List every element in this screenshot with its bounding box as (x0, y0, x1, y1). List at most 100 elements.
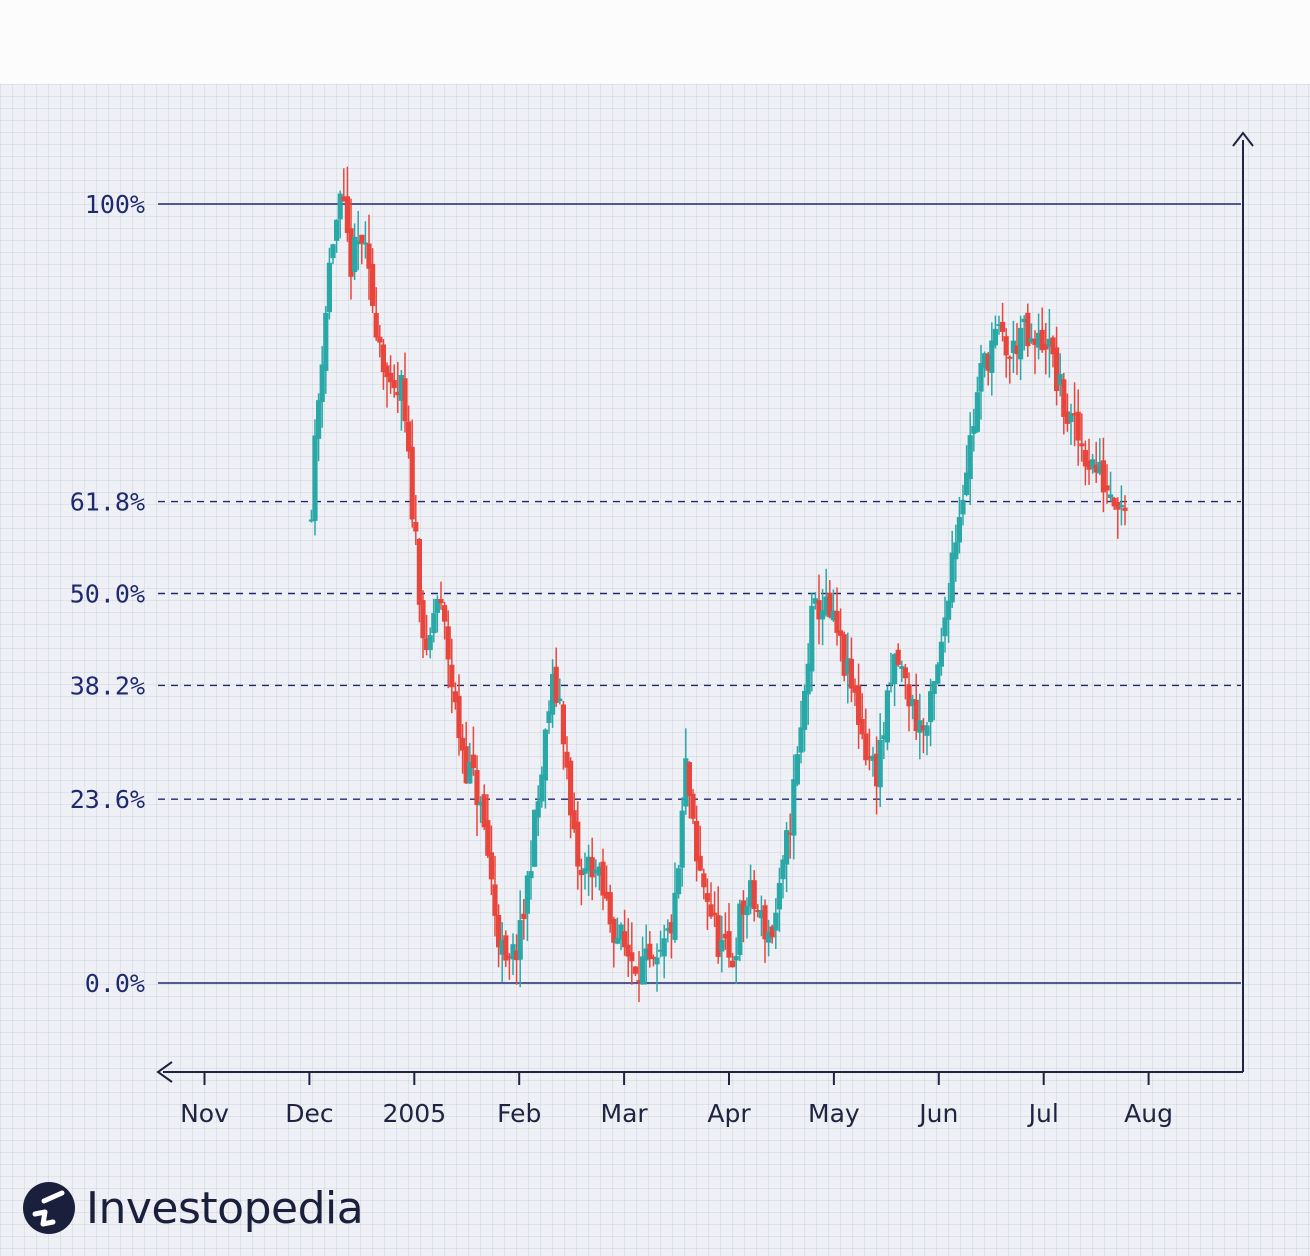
top-band (0, 0, 1310, 84)
candle-body (546, 711, 552, 723)
candle-down (701, 868, 707, 900)
candle-body (319, 364, 325, 403)
candle-body (1111, 497, 1117, 507)
candle-body (1090, 459, 1096, 469)
candle-down (438, 581, 444, 610)
candle-body (337, 193, 343, 220)
candle-down (384, 362, 390, 408)
candle-down (690, 789, 696, 825)
candle-body (852, 685, 858, 693)
candle-down (600, 848, 606, 911)
candle-body (1014, 345, 1020, 355)
candle-down (604, 865, 610, 901)
candle-body (517, 920, 523, 960)
candle-up (467, 742, 473, 784)
candle-body (1057, 373, 1063, 386)
candle-body (1043, 343, 1049, 350)
candle-body (474, 770, 480, 805)
candle-up (1028, 323, 1034, 344)
candle-body (985, 354, 991, 371)
candle-down (1122, 495, 1128, 526)
candle-down (1086, 438, 1092, 485)
candle-body (996, 324, 1002, 327)
candle-body (866, 756, 872, 759)
candle-down (406, 405, 412, 459)
candle-up (737, 899, 743, 962)
candle-down (388, 355, 394, 394)
candle-up (798, 700, 804, 764)
candle-body (661, 938, 667, 957)
candle-body (830, 610, 836, 621)
candle-down (1000, 302, 1006, 342)
candle-body (722, 933, 728, 939)
candle-body (895, 649, 901, 665)
candle-body (618, 924, 624, 940)
candle-body (496, 915, 502, 948)
candle-up (308, 509, 314, 523)
candle-body (460, 737, 466, 751)
candle-up (528, 840, 534, 900)
candle-down (715, 886, 721, 964)
candle-down (1093, 441, 1099, 483)
candle-body (989, 340, 995, 373)
candle-up (982, 351, 988, 378)
candle-body (506, 956, 512, 959)
candle-up (546, 700, 552, 734)
candle-body (823, 596, 829, 615)
candle-down (452, 682, 458, 710)
candle-body (708, 904, 714, 917)
candle-down (402, 352, 408, 433)
candle-body (704, 893, 710, 902)
candle-up (352, 223, 358, 281)
candle-up (1010, 320, 1016, 374)
candle-body (888, 682, 894, 685)
candle-down (1082, 440, 1088, 486)
candle-down (485, 794, 491, 859)
candle-body (391, 380, 397, 389)
candle-up (1108, 471, 1114, 502)
candle-up (892, 653, 898, 707)
candle-body (712, 912, 718, 916)
candle-body (686, 762, 692, 797)
candle-down (834, 587, 840, 646)
candle-body (1118, 505, 1124, 508)
candle-body (575, 821, 581, 867)
candle-up (1036, 313, 1042, 360)
candle-down (755, 904, 761, 918)
candle-down (751, 870, 757, 922)
candle-body (668, 922, 674, 934)
candle-up (830, 589, 836, 622)
candle-up (312, 419, 318, 536)
candle-body (445, 626, 451, 660)
x-axis-arrow-icon (156, 1061, 173, 1083)
candle-body (946, 600, 952, 620)
candle-body (931, 681, 937, 694)
candle-down (575, 801, 581, 890)
candle-body (956, 517, 962, 543)
candle-body (352, 236, 358, 273)
candle-body (478, 801, 484, 806)
candle-body (974, 392, 980, 432)
candle-down (636, 951, 642, 1002)
candle-body (935, 664, 941, 684)
candle-down (416, 537, 422, 623)
candle-up (665, 919, 671, 943)
candle-body (938, 641, 944, 667)
candle-body (370, 263, 376, 306)
candle-up (1057, 353, 1063, 397)
candle-body (690, 793, 696, 819)
candle-body (571, 810, 577, 830)
candle-down (1039, 307, 1045, 353)
candle-down (442, 601, 448, 640)
candle-body (542, 729, 548, 781)
candle-body (679, 810, 685, 868)
candle-body (550, 673, 556, 715)
candle-body (730, 960, 736, 968)
candle-up (524, 871, 530, 941)
candle-up (1097, 438, 1103, 476)
candle-body (971, 425, 977, 434)
candle-down (650, 954, 656, 967)
candle-body (802, 690, 808, 730)
candle-down (859, 693, 865, 740)
candle-down (769, 924, 775, 944)
